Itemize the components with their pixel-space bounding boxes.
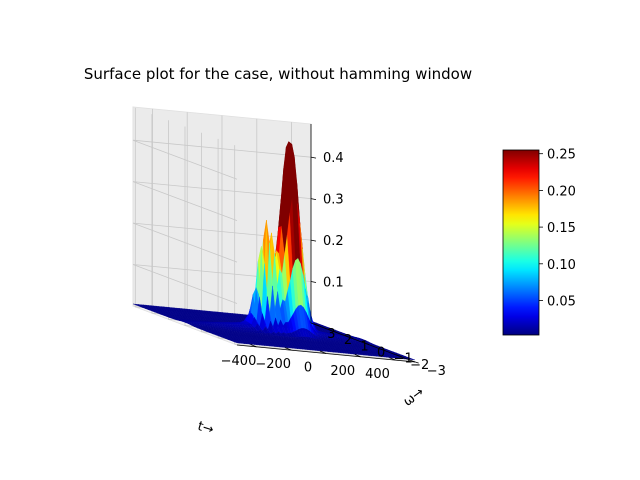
y-tick-label: 1: [360, 339, 368, 354]
x-tick-label: 400: [365, 367, 390, 382]
surface: [132, 141, 416, 361]
z-tick-label: 0.3: [323, 193, 344, 208]
x-axis-label: t→: [196, 419, 216, 438]
x-tick-label: −400: [221, 354, 257, 369]
y-tick-mark: [379, 348, 386, 352]
colorbar-tick-label: 0.10: [547, 258, 576, 273]
chart-title: Surface plot for the case, without hammi…: [84, 65, 472, 83]
colorbar-tick-label: 0.15: [547, 221, 576, 236]
surface-patch: [409, 358, 416, 361]
x-tick-label: −200: [255, 357, 291, 372]
colorbar-tick-label: 0.05: [547, 295, 576, 310]
colorbar-gradient: [502, 149, 540, 336]
y-tick-label: −3: [427, 364, 446, 379]
y-tick-mark: [412, 360, 419, 364]
y-tick-mark: [395, 354, 403, 358]
gridline-z: [132, 222, 312, 263]
x-tick-mark: [389, 357, 396, 361]
axes-3d: −400−200 0 200 400 −3−2−101230.10.20.30.4t→ω…: [132, 106, 446, 438]
x-tick-mark: [354, 353, 361, 358]
z-tick-label: 0.1: [323, 276, 344, 291]
y-tick-label: −1: [394, 352, 413, 367]
x-tick-mark: [319, 350, 327, 354]
x-tick-label: 200: [330, 364, 355, 379]
gridline-y: [234, 145, 413, 362]
z-tick-mark: [310, 198, 317, 201]
y-tick-mark: [329, 329, 337, 333]
gridline-z: [132, 139, 312, 180]
z-tick-mark: [310, 156, 317, 159]
y-tick-label: 0: [377, 346, 385, 361]
gridline-z: [132, 181, 312, 221]
z-tick-mark: [310, 281, 317, 283]
z-tick-label: 0.2: [323, 234, 344, 249]
y-tick-label: −2: [410, 358, 429, 373]
x-tick-mark: [285, 347, 292, 351]
colorbar-tick-label: 0.20: [547, 184, 576, 199]
x-tick-mark: [250, 343, 257, 348]
colorbar-tick-label: 0.25: [547, 148, 576, 163]
y-tick-label: 3: [327, 327, 335, 342]
y-tick-mark: [346, 335, 353, 339]
colorbar: 0.05 0.10 0.15 0.20 0.25: [502, 148, 576, 336]
y-tick-mark: [313, 323, 320, 327]
z-tick-label: 0.4: [323, 151, 344, 166]
x-tick-label: 0: [304, 361, 312, 376]
z-tick-mark: [310, 239, 317, 242]
y-axis-label: ω→: [401, 385, 428, 410]
y-tick-label: 2: [344, 333, 352, 348]
gridline-z: [132, 264, 312, 304]
y-tick-mark: [362, 342, 370, 345]
